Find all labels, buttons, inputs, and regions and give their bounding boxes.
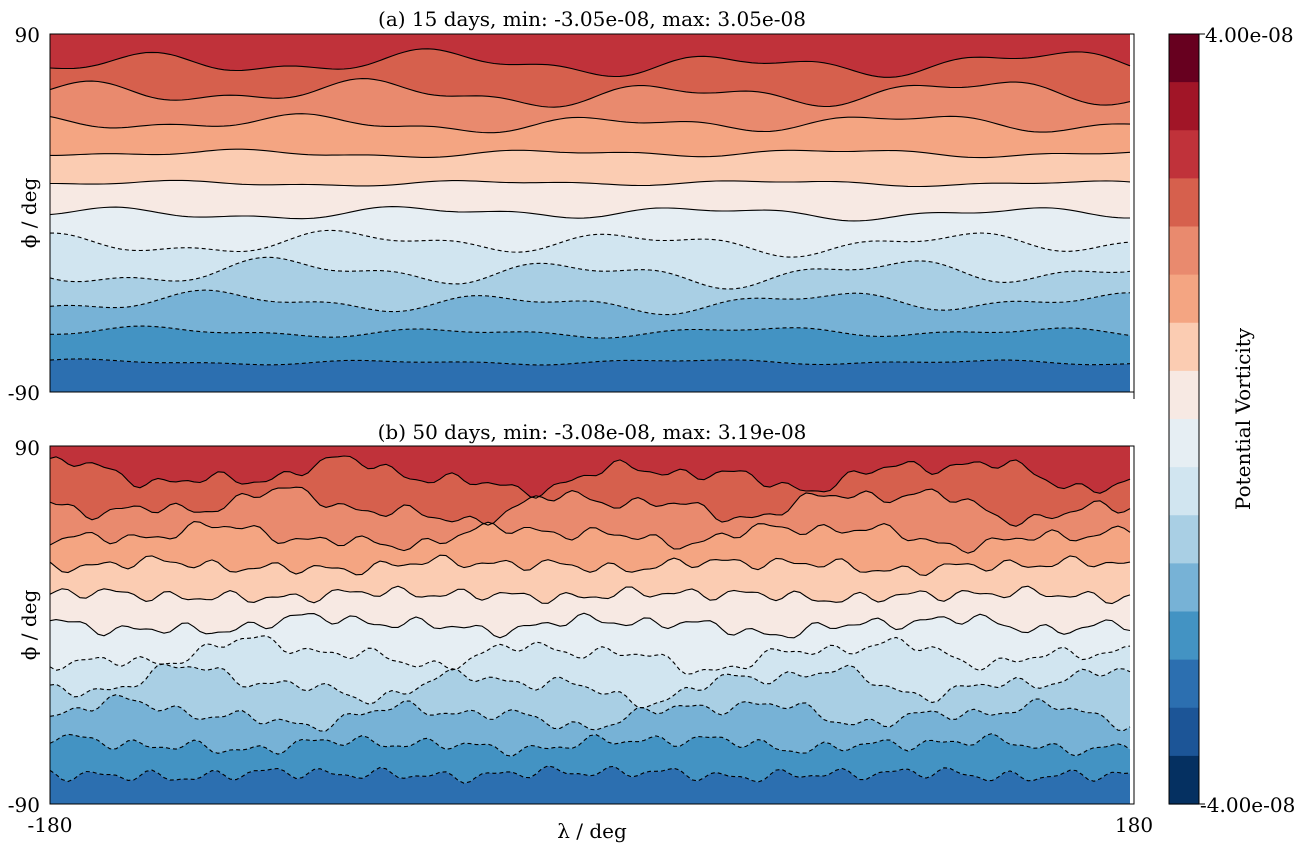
panel-a-ytick-bottom: -90 [8,381,40,405]
contour-band [50,257,1130,315]
contour-line [50,78,1131,108]
contour-band [50,733,1130,784]
panel-a-contour-lines [50,48,1131,366]
contour-line [50,554,1131,576]
panel-b-frame [49,445,1135,805]
contour-line [50,325,1131,339]
colorbar-swatch [1169,130,1199,179]
panel-a-frame [49,33,1135,393]
contour-line [50,635,1131,675]
panel-b-xtick-left: -180 [28,813,73,837]
panel-b: (b) 50 days, min: -3.08e-08, max: 3.19e-… [8,420,1153,843]
contour-line [50,206,1130,222]
contour-line [50,585,1131,605]
contour-band [50,113,1130,158]
contour-band [50,34,1130,78]
colorbar-swatch [1169,226,1199,276]
contour-line [50,148,1131,159]
contour-band [50,446,1130,499]
contour-line [50,486,1131,527]
contour-band [50,635,1130,708]
colorbar-swatch [1169,419,1199,468]
panel-b-xlabel: λ / deg [557,819,627,843]
colorbar-swatches [1169,34,1199,805]
contour-band [50,555,1130,604]
colorbar-frame [1168,33,1200,805]
colorbar-swatch [1169,707,1199,757]
colorbar-swatch [1169,82,1199,131]
panel-b-ylabel: ϕ / deg [17,590,41,661]
colorbar-max-label: 4.00e-08 [1205,23,1294,47]
contour-band [50,586,1130,638]
panel-b-xtick-right: 180 [1115,813,1153,837]
contour-band [50,663,1130,731]
contour-band [50,230,1130,289]
contour-line [50,521,1131,554]
panel-b-title: (b) 50 days, min: -3.08e-08, max: 3.19e-… [378,420,807,444]
contour-band [50,78,1130,133]
colorbar-min-label: -4.00e-08 [1200,793,1295,817]
panel-b-ytick-top: 90 [15,436,40,460]
contour-band [50,456,1130,527]
panel-b-ytick-bottom: -90 [8,793,40,817]
panel-b-contour-lines [50,455,1131,784]
colorbar-swatch [1169,274,1199,324]
panel-a-title: (a) 15 days, min: -3.05e-08, max: 3.05e-… [378,7,806,31]
panel-a-ytick-top: 90 [15,23,40,47]
colorbar-swatch [1169,370,1199,420]
colorbar-swatch [1169,322,1199,372]
colorbar-swatch [1169,34,1199,83]
contour-band [50,149,1130,187]
contour-line [50,179,1131,188]
panel-b-contour-fill [50,446,1130,804]
contour-line [50,455,1131,499]
contour-band [50,48,1130,108]
contour-band [50,765,1130,804]
colorbar-label: Potential Vorticity [1231,327,1255,510]
contour-band [50,180,1130,221]
contour-line [50,694,1131,732]
contour-line [50,113,1131,134]
panel-a-contour-fill [50,34,1130,392]
contour-line [50,733,1131,757]
contour-band [50,694,1130,757]
contour-line [50,256,1131,290]
colorbar-swatch [1169,178,1199,228]
contour-band [50,521,1130,576]
colorbar-swatch [1169,611,1199,661]
contour-line [50,358,1131,366]
contour-line [50,663,1131,709]
panel-a-ylabel: ϕ / deg [17,178,41,249]
colorbar: 4.00e-08 -4.00e-08 Potential Vorticity [1168,23,1295,817]
colorbar-swatch [1169,563,1199,613]
contour-band [50,487,1130,554]
contour-line [50,612,1131,639]
colorbar-swatch [1169,659,1199,709]
colorbar-swatch [1169,467,1199,516]
colorbar-swatch [1169,755,1199,805]
contour-band [50,326,1130,365]
contour-band [50,613,1130,675]
contour-band [50,206,1130,258]
contour-line [50,48,1131,78]
contour-line [50,289,1131,316]
contour-line [50,229,1131,258]
panel-a: (a) 15 days, min: -3.05e-08, max: 3.05e-… [8,7,1135,405]
colorbar-swatch [1169,515,1199,564]
contour-band [50,358,1130,392]
contour-line [50,765,1131,784]
